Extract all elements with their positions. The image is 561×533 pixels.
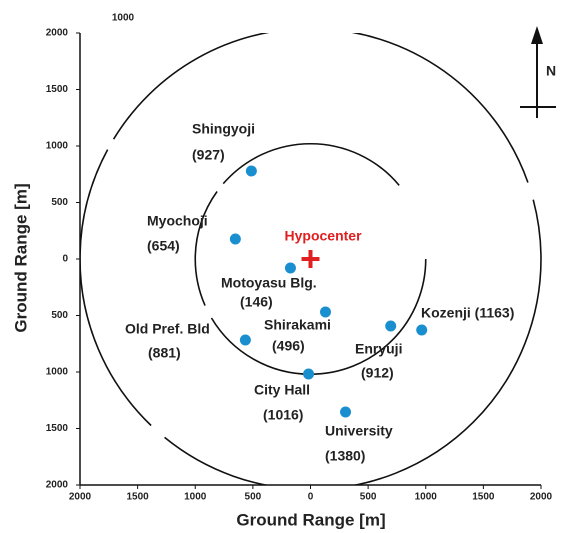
- site-label: (654): [147, 238, 180, 254]
- y-tick-label: 1000: [46, 367, 69, 378]
- site-label: (912): [361, 365, 394, 381]
- x-tick-label: 1000: [415, 492, 438, 503]
- site-label: University: [325, 423, 393, 439]
- site-label: City Hall: [254, 382, 310, 398]
- y-tick-label: 2000: [46, 28, 69, 39]
- range-ring: [80, 33, 542, 485]
- site-marker: [319, 306, 331, 318]
- y-tick-label: 1500: [46, 423, 69, 434]
- site-marker: [303, 368, 315, 380]
- site-marker: [340, 406, 352, 418]
- hypocenter-marker: [301, 250, 320, 268]
- top-note: 1000: [112, 13, 135, 24]
- site-label: Enryuji: [355, 341, 402, 357]
- site-label: (927): [192, 147, 225, 163]
- site-marker: [416, 324, 428, 336]
- x-tick-label: 2000: [69, 492, 92, 503]
- site-label: Kozenji (1163): [421, 305, 514, 321]
- site-label: Motoyasu Blg.: [221, 275, 317, 291]
- x-tick-label: 1500: [472, 492, 495, 503]
- site-label: (146): [240, 294, 273, 310]
- x-tick-label: 500: [360, 492, 377, 503]
- y-tick-label: 2000: [46, 480, 69, 491]
- site-marker: [385, 320, 397, 332]
- site-label: (1016): [263, 407, 303, 423]
- x-tick-label: 1000: [184, 492, 207, 503]
- north-label: N: [546, 63, 556, 79]
- y-tick-label: 1500: [46, 84, 69, 95]
- x-axis-title: Ground Range [m]: [236, 510, 385, 529]
- site-label: (496): [272, 338, 305, 354]
- y-tick-label: 500: [51, 310, 68, 321]
- x-tick-label: 1500: [127, 492, 150, 503]
- site-label: (881): [148, 345, 181, 361]
- y-axis-title: Ground Range [m]: [11, 183, 30, 332]
- site-marker: [245, 165, 257, 177]
- site-marker: [239, 334, 251, 346]
- x-tick-label: 500: [245, 492, 262, 503]
- north-arrow: [520, 26, 556, 118]
- site-marker: [284, 262, 296, 274]
- y-tick-label: 500: [51, 197, 68, 208]
- hypocenter-label: Hypocenter: [285, 228, 363, 244]
- y-tick-label: 0: [62, 254, 68, 265]
- site-label: Shirakami: [264, 317, 331, 333]
- site-label: (1380): [325, 448, 365, 464]
- x-tick-label: 2000: [530, 492, 553, 503]
- site-label: Shingyoji: [192, 121, 255, 137]
- y-tick-label: 1000: [46, 141, 69, 152]
- x-tick-label: 0: [308, 492, 314, 503]
- site-label: Myochoji: [147, 213, 208, 229]
- site-label: Old Pref. Bld: [125, 321, 210, 337]
- site-marker: [229, 233, 241, 245]
